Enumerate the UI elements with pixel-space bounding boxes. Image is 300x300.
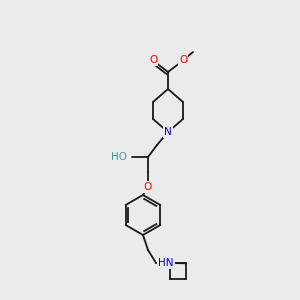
Text: O: O bbox=[144, 182, 152, 192]
Text: HO: HO bbox=[111, 152, 127, 162]
Text: O: O bbox=[149, 55, 157, 65]
Text: N: N bbox=[164, 127, 172, 137]
Text: O: O bbox=[179, 55, 187, 65]
Text: HN: HN bbox=[158, 258, 173, 268]
